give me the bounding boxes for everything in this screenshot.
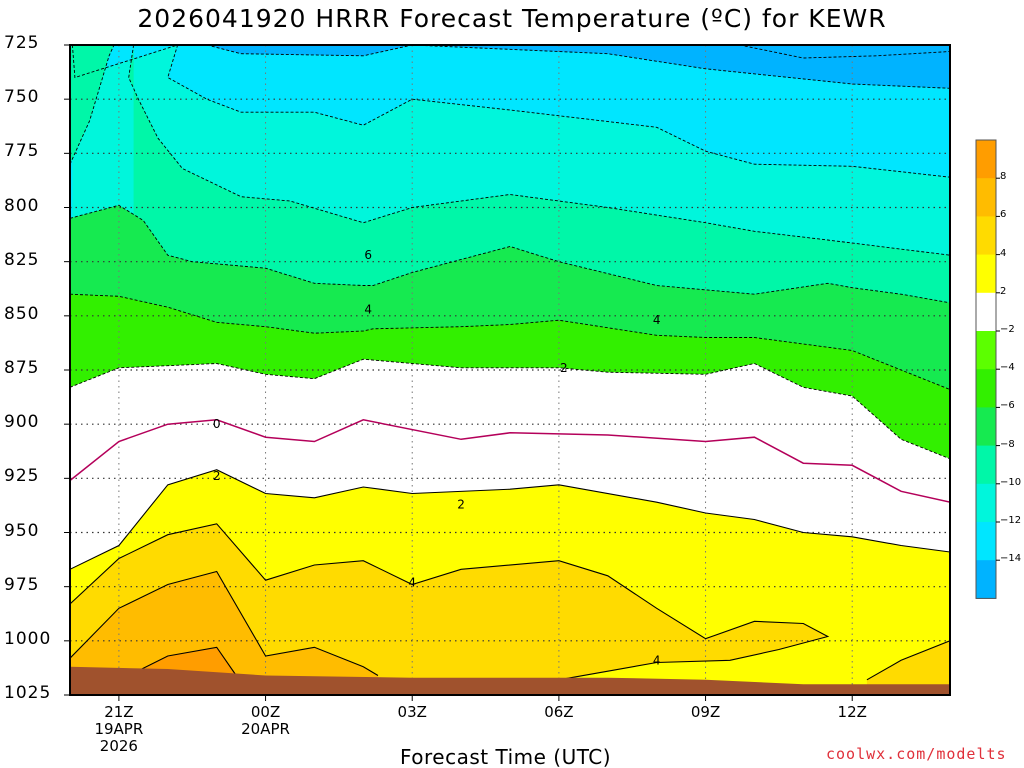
contour-label: 4 [364,302,372,316]
x-axis-label: Forecast Time (UTC) [400,745,612,768]
colorbar-label: −10 [1000,476,1022,488]
y-tick-label: 825 [4,249,40,270]
isotherm-line [206,45,950,89]
temperature-band [739,45,950,58]
isotherm-line [739,45,950,59]
x-tick-label: 12Z [812,704,892,721]
colorbar-swatch [976,483,996,523]
x-tick-label: 00Z 20APR [226,704,306,738]
field-group: 6 4 4 2 0 2 2 4 4 [70,45,950,695]
contour-label: 2 [457,497,465,511]
isotherm-line [70,523,830,681]
colorbar-swatch [976,216,996,256]
isotherm-line [70,419,950,503]
isotherm-line [71,45,950,178]
x-tick-label: 06Z [519,704,599,721]
colorbar-label: 6 [1000,209,1007,221]
y-tick-label: 900 [4,412,40,433]
y-tick-label: 975 [4,574,40,595]
colorbar-label: −4 [1000,362,1015,374]
x-tick-text: 21Z [104,703,134,721]
colorbar-label: −6 [1000,400,1015,412]
colorbar-swatch [976,445,996,485]
contour-label: 0 [213,417,221,431]
y-tick-label: 800 [4,195,40,216]
colorbar-swatch [976,331,996,370]
isotherm-line [866,640,950,681]
x-tick-label: 21Z 19APR 2026 [79,704,159,755]
ground-terrain [70,666,950,695]
isotherm-line [70,45,115,165]
chart-title: 2026041920 HRRR Forecast Temperature (ºC… [137,4,887,33]
colorbar-swatch [976,522,996,561]
colorbar-swatch [976,254,996,294]
isotherm-line [70,358,950,460]
colorbar-swatch [976,292,996,332]
y-tick-label: 1000 [4,628,52,649]
x-tick-text: 19APR [94,720,144,738]
y-tick-label: 750 [4,87,40,108]
contour-label: 2 [560,361,568,375]
isotherm-line [128,45,950,256]
x-tick-text: 06Z [544,703,574,721]
colorbar-swatch [976,178,996,217]
y-tick-label: 950 [4,520,40,541]
temperature-band [206,45,950,89]
colorbar-swatch [976,369,996,408]
y-tick-label: 850 [4,303,40,324]
colorbar-label: −14 [1000,553,1022,565]
isotherm-line [70,570,379,676]
colorbar-label: 2 [1000,285,1007,297]
contour-label: 4 [408,575,416,589]
isotherm-line [128,646,237,676]
y-tick-label: 925 [4,466,40,487]
isotherm-line [70,204,950,304]
x-tick-text: 20APR [241,720,290,738]
colorbar-swatch [976,140,996,179]
temperature-band [70,571,378,695]
colorbar-label: −8 [1000,438,1015,450]
x-tick-text: 12Z [837,703,867,721]
isotherm-line [70,469,950,570]
colorbar-label: 4 [1000,247,1007,259]
y-tick-label: 775 [4,141,40,162]
credit-link[interactable]: coolwx.com/modelts [826,745,1007,763]
y-tick-label: 875 [4,358,40,378]
x-tick-label: 09Z [666,704,746,721]
colorbar-label: 8 [1000,171,1007,183]
colorbar-label: −12 [1000,515,1022,526]
colorbar-swatch [976,407,996,447]
colorbar-label: −2 [1000,324,1015,335]
isotherm-line [70,293,950,390]
contour-label: 2 [213,469,221,483]
x-tick-text: 00Z [250,703,281,721]
x-tick-text: 2026 [99,737,138,755]
y-tick-label: 725 [4,33,40,53]
contour-label: 6 [364,248,372,262]
colorbar-swatch [976,560,996,599]
contour-label: 4 [653,313,661,327]
contour-label: 4 [653,653,661,667]
x-tick-text: 03Z [397,703,427,721]
y-tick-label: 1025 [4,683,52,703]
temperature-band [866,640,950,695]
x-tick-label: 03Z [372,704,452,721]
x-tick-text: 09Z [690,703,721,721]
